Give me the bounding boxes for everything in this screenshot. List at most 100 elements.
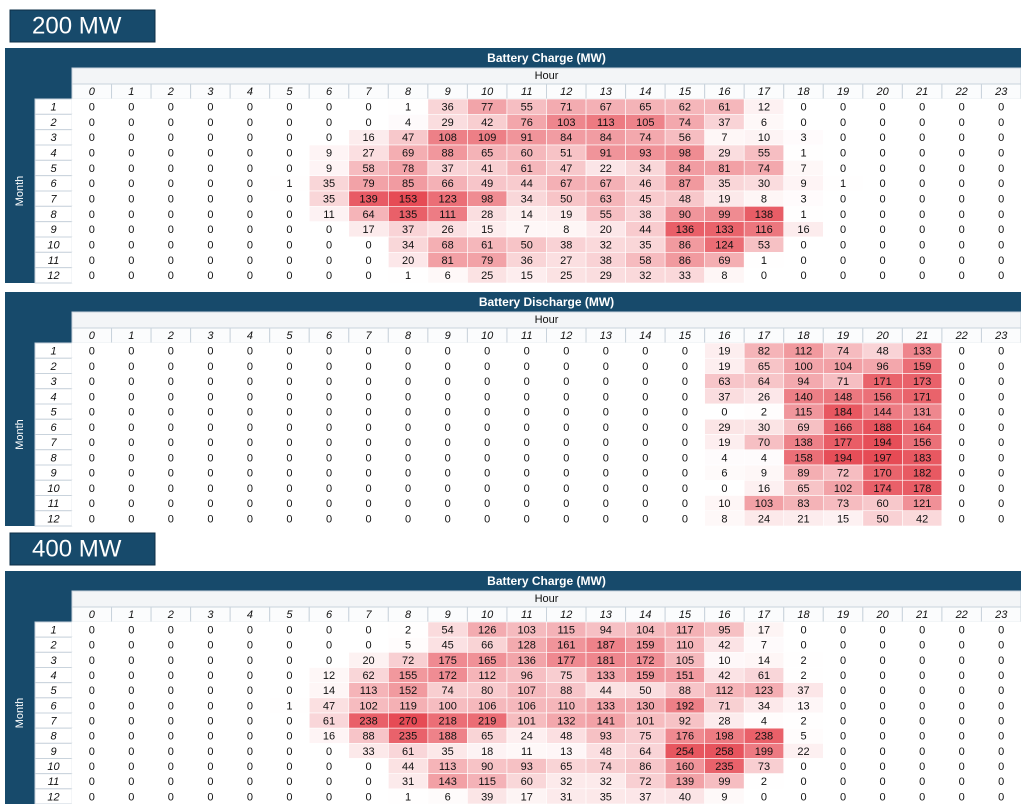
- cell-value: 0: [800, 761, 806, 773]
- hour-label: 8: [405, 609, 412, 621]
- cell-value: 25: [560, 270, 572, 282]
- hour-label: 4: [247, 86, 253, 98]
- cell-value: 0: [800, 776, 806, 788]
- cell-value: 1: [405, 270, 411, 282]
- cell-value: 0: [405, 346, 411, 358]
- hour-label: 10: [481, 609, 494, 621]
- cell-value: 0: [286, 452, 292, 464]
- cell-value: 0: [207, 194, 213, 206]
- cell-value: 0: [168, 407, 174, 419]
- cell-value: 0: [326, 624, 332, 636]
- cell-value: 0: [405, 422, 411, 434]
- cell-value: 0: [919, 761, 925, 773]
- cell-value: 194: [834, 452, 852, 464]
- cell-value: 20: [402, 255, 414, 267]
- cell-value: 56: [679, 132, 691, 144]
- cell-value: 0: [919, 655, 925, 667]
- hour-label: 0: [89, 609, 96, 621]
- cell-value: 0: [959, 513, 965, 525]
- cell-value: 115: [795, 407, 813, 419]
- cell-value: 49: [481, 178, 493, 190]
- hour-label: 8: [405, 330, 412, 342]
- cell-value: 4: [721, 452, 727, 464]
- cell-value: 0: [247, 513, 253, 525]
- cell-value: 0: [919, 746, 925, 758]
- month-label: 9: [50, 224, 56, 236]
- cell-value: 0: [959, 178, 965, 190]
- cell-value: 0: [959, 102, 965, 114]
- cell-value: 0: [168, 670, 174, 682]
- hour-label: 1: [128, 86, 134, 98]
- cell-value: 0: [880, 178, 886, 190]
- cell-value: 0: [998, 791, 1004, 803]
- cell-value: 0: [998, 194, 1004, 206]
- cell-value: 0: [168, 376, 174, 388]
- cell-value: 0: [128, 513, 134, 525]
- cell-value: 105: [636, 117, 654, 129]
- cell-value: 0: [840, 117, 846, 129]
- cell-value: 106: [518, 700, 536, 712]
- cell-value: 13: [560, 746, 572, 758]
- cell-value: 0: [247, 346, 253, 358]
- cell-value: 17: [362, 224, 374, 236]
- cell-value: 0: [286, 791, 292, 803]
- cell-value: 34: [639, 163, 651, 175]
- cell-value: 0: [959, 194, 965, 206]
- hour-label: 9: [445, 330, 451, 342]
- cell-value: 12: [758, 102, 770, 114]
- cell-value: 184: [834, 407, 852, 419]
- month-label: 11: [48, 776, 59, 788]
- cell-value: 0: [880, 163, 886, 175]
- cell-value: 0: [959, 452, 965, 464]
- banner-label: 200 MW: [32, 12, 122, 39]
- cell-value: 0: [168, 624, 174, 636]
- cell-value: 0: [405, 376, 411, 388]
- cell-value: 50: [521, 240, 533, 252]
- cell-value: 0: [484, 346, 490, 358]
- cell-value: 159: [636, 670, 654, 682]
- cell-value: 93: [521, 761, 533, 773]
- cell-value: 0: [207, 132, 213, 144]
- cell-value: 0: [128, 132, 134, 144]
- cell-value: 160: [676, 761, 694, 773]
- cell-value: 0: [326, 791, 332, 803]
- cell-value: 174: [873, 483, 891, 495]
- cell-value: 2: [405, 624, 411, 636]
- hour-label: 12: [560, 609, 572, 621]
- cell-value: 0: [168, 513, 174, 525]
- cell-value: 0: [326, 468, 332, 480]
- cell-value: 14: [323, 685, 335, 697]
- cell-value: 0: [563, 361, 569, 373]
- cell-value: 0: [800, 117, 806, 129]
- cell-value: 73: [758, 761, 770, 773]
- cell-value: 176: [676, 731, 694, 743]
- cell-value: 0: [286, 270, 292, 282]
- cell-value: 15: [837, 513, 849, 525]
- cell-value: 65: [560, 761, 572, 773]
- cell-value: 0: [89, 655, 95, 667]
- cell-value: 128: [518, 640, 536, 652]
- cell-value: 0: [207, 791, 213, 803]
- hour-label: 18: [797, 330, 810, 342]
- cell-value: 0: [761, 270, 767, 282]
- hour-label: 18: [797, 609, 810, 621]
- cell-value: 0: [89, 761, 95, 773]
- cell-value: 35: [442, 746, 454, 758]
- cell-value: 0: [959, 391, 965, 403]
- cell-value: 33: [679, 270, 691, 282]
- cell-value: 99: [718, 776, 730, 788]
- cell-value: 112: [795, 346, 813, 358]
- cell-value: 0: [207, 624, 213, 636]
- cell-value: 0: [168, 468, 174, 480]
- cell-value: 1: [405, 791, 411, 803]
- cell-value: 76: [521, 117, 533, 129]
- cell-value: 0: [286, 685, 292, 697]
- cell-value: 254: [676, 746, 694, 758]
- cell-value: 0: [603, 361, 609, 373]
- hour-label: 9: [445, 609, 451, 621]
- cell-value: 0: [207, 640, 213, 652]
- cell-value: 0: [168, 452, 174, 464]
- banner-box: [9, 9, 156, 43]
- table-title-bar: [5, 48, 1021, 68]
- month-label: 12: [47, 513, 59, 525]
